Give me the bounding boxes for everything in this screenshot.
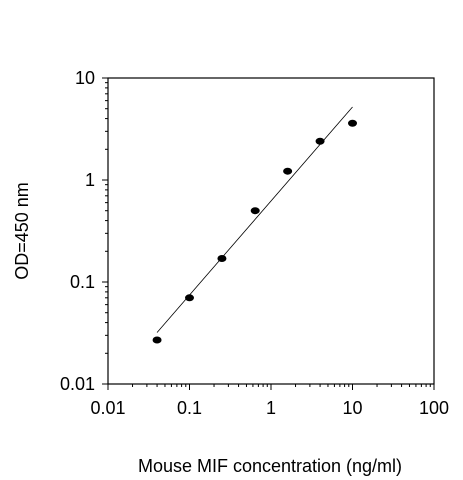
y-tick-label: 1 [85,170,95,190]
data-point [315,137,325,145]
x-tick-label: 100 [419,398,449,418]
data-point [348,119,357,127]
x-tick-label: 10 [342,398,362,418]
data-point [152,336,162,344]
x-axis-title: Mouse MIF concentration (ng/ml) [138,456,402,476]
x-tick-label: 0.01 [90,398,125,418]
data-point [283,167,293,175]
y-axis-title: OD=450 nm [12,182,32,280]
x-axis: 0.01 0.1 1 10 100 [90,384,449,418]
data-point [250,207,260,215]
x-tick-label: 1 [266,398,276,418]
y-axis: 0.01 0.1 1 10 [60,68,108,394]
y-tick-label: 10 [75,68,95,88]
y-tick-label: 0.01 [60,374,95,394]
x-tick-label: 0.1 [177,398,202,418]
data-points [152,119,357,344]
data-point [217,254,227,262]
y-tick-label: 0.1 [70,272,95,292]
data-point [185,294,194,302]
